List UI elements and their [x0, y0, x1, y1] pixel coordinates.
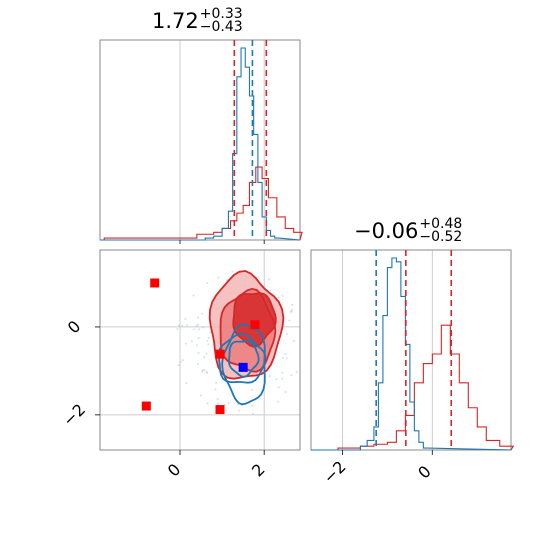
sample-point	[190, 340, 193, 343]
top-panel-frame	[99, 39, 301, 241]
blue-contour-2	[221, 323, 266, 406]
sample-point	[275, 378, 278, 381]
marker-5	[238, 362, 248, 372]
sample-point	[292, 340, 295, 343]
sample-point	[206, 282, 209, 285]
top-panel-title: 1.72 +0.33 −0.43	[152, 6, 243, 35]
sample-point	[192, 328, 195, 331]
sample-point	[195, 344, 198, 347]
scatter-panel-frame	[99, 249, 301, 451]
sample-point	[181, 359, 184, 362]
scatter-ytick-label-0: −2	[59, 400, 89, 430]
top-hist-red	[100, 166, 303, 241]
sample-point	[207, 336, 210, 339]
marker-1	[215, 349, 225, 359]
sample-point	[277, 400, 280, 403]
sample-point	[291, 303, 294, 306]
sample-point	[281, 377, 284, 380]
sample-point	[177, 364, 180, 367]
sample-point	[284, 352, 287, 355]
sample-point	[290, 374, 293, 377]
sample-point	[268, 375, 271, 378]
sample-point	[214, 388, 217, 391]
sample-point	[201, 370, 204, 373]
marker-2	[250, 320, 260, 330]
sample-point	[181, 324, 184, 327]
sample-point	[290, 310, 293, 313]
sample-point	[203, 369, 206, 372]
sample-point	[251, 404, 254, 407]
sample-point	[196, 323, 199, 326]
sample-point	[197, 336, 200, 339]
sample-point	[177, 324, 180, 327]
sample-point	[295, 370, 298, 373]
sample-point	[184, 317, 187, 320]
sample-point	[201, 326, 204, 329]
right-title-minus: −0.52	[419, 229, 463, 245]
blue-contour-1	[227, 340, 260, 378]
sample-point	[199, 394, 202, 397]
sample-point	[186, 324, 189, 327]
sample-point	[284, 390, 287, 393]
sample-point	[179, 361, 182, 364]
top-title-value: 1.72	[152, 9, 199, 33]
sample-point	[207, 343, 210, 346]
sample-point	[277, 296, 280, 299]
scatter-xtick-label-1: 2	[248, 460, 269, 481]
sample-point	[217, 276, 220, 279]
right-xtick-label-0: −2	[320, 457, 350, 487]
sample-point	[206, 339, 209, 342]
sample-point	[215, 381, 218, 384]
right-title-plus: +0.48	[419, 216, 463, 232]
sample-point	[277, 386, 280, 389]
sample-point	[269, 289, 272, 292]
right-hist-red	[311, 324, 515, 451]
blue-contour-0	[217, 332, 267, 384]
scatter-ytick-label-1: 0	[64, 317, 85, 338]
sample-point	[192, 294, 195, 297]
sample-point	[198, 328, 201, 331]
right-title-value: −0.06	[354, 219, 419, 243]
sample-point	[176, 328, 179, 331]
top-title-plus: +0.33	[199, 6, 243, 22]
sample-point	[285, 357, 288, 360]
sample-point	[227, 401, 230, 404]
sample-point	[225, 278, 228, 281]
sample-point	[205, 352, 208, 355]
sample-point	[206, 402, 209, 405]
sample-point	[197, 352, 200, 355]
sample-point	[251, 413, 254, 416]
sample-point	[185, 342, 188, 345]
sample-point	[238, 409, 241, 412]
sample-point	[286, 332, 289, 335]
right-panel-frame	[310, 249, 512, 451]
sample-point	[216, 402, 219, 405]
sample-point	[196, 316, 199, 319]
right-xtick-label-1: 0	[414, 462, 435, 483]
marker-0	[150, 278, 160, 288]
right-panel-title: −0.06 +0.48 −0.52	[354, 216, 463, 245]
sample-point	[216, 398, 219, 401]
sample-point	[291, 309, 294, 312]
top-hist-blue	[100, 47, 301, 241]
sample-point	[268, 278, 271, 281]
top-title-minus: −0.43	[199, 19, 243, 35]
right-hist-blue	[311, 257, 512, 451]
sample-point	[201, 312, 204, 315]
sample-point	[281, 371, 284, 374]
marker-3	[141, 401, 151, 411]
sample-point	[185, 382, 188, 385]
sample-point	[281, 294, 284, 297]
sample-point	[205, 370, 208, 373]
scatter-xtick-label-0: 0	[164, 460, 185, 481]
sample-point	[281, 356, 284, 359]
sample-point	[251, 388, 254, 391]
sample-point	[209, 331, 212, 334]
sample-point	[288, 319, 291, 322]
sample-point	[231, 270, 234, 273]
marker-4	[215, 405, 225, 415]
sample-point	[203, 356, 206, 359]
sample-point	[196, 362, 199, 365]
